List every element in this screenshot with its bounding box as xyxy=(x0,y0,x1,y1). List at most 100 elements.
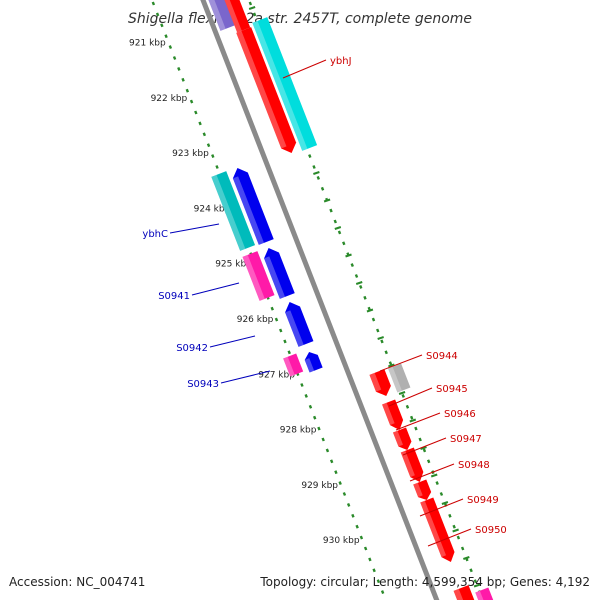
feature-cyan-ybhC-shade xyxy=(211,174,246,251)
gene-label-S0947: S0947 xyxy=(450,434,482,445)
scale-dot xyxy=(359,284,363,289)
feature-cyan-ybhJ-shade xyxy=(252,20,308,151)
gene-label-ybhC: ybhC xyxy=(142,229,168,240)
leader-S0947 xyxy=(402,437,447,456)
feature-blue-S0941-shade xyxy=(264,256,286,299)
feature-red-S0947 xyxy=(400,447,424,483)
scale-major-tick xyxy=(334,226,342,230)
feature-red-S0947-shade xyxy=(400,450,415,478)
scale-dot xyxy=(274,317,279,322)
gene-label-S0948: S0948 xyxy=(458,460,490,471)
feature-top-red-shade xyxy=(221,0,242,33)
feature-bottom-red-shade xyxy=(453,588,470,600)
backbone-line xyxy=(200,0,440,600)
tick-label: 922 kbp xyxy=(151,94,188,104)
scale-dot xyxy=(185,88,190,93)
gene-labels: ybhJ S0944 S0945 S0946 S0947 S0948 S0949 S0950 y… xyxy=(142,56,506,536)
tick-label: 930 kbp xyxy=(323,536,360,546)
scale-dot xyxy=(414,426,418,431)
tick-label: 921 kbp xyxy=(129,39,166,49)
scale-dot xyxy=(283,339,287,344)
scale-dot xyxy=(215,165,219,169)
gene-label-S0945: S0945 xyxy=(436,384,468,395)
scale-major-tick xyxy=(388,363,395,368)
feature-cyan-ybhJ-shape xyxy=(252,17,318,151)
tick-label: 923 kbp xyxy=(172,149,209,159)
feature-red-S0949-shape xyxy=(420,497,455,562)
scale-dot xyxy=(448,513,452,518)
feature-cyan-ybhJ xyxy=(252,17,318,151)
feature-pink-S0941-shade xyxy=(242,254,265,301)
feature-red-S0946-shade xyxy=(392,430,403,447)
scale-dot xyxy=(325,448,330,453)
scale-dot xyxy=(312,415,317,420)
scale-tick-labels: 921 kbp 922 kbp 923 kbp 924 kbp 925 kbp 926 k… xyxy=(129,39,360,547)
scale-dot xyxy=(456,535,461,540)
gene-label-S0950: S0950 xyxy=(475,525,507,536)
feature-pink-S0943-shade xyxy=(283,356,295,377)
scale-major-tick xyxy=(313,171,320,175)
scale-dot xyxy=(452,524,456,529)
scale-dot xyxy=(355,524,359,529)
tick-label: 929 kbp xyxy=(301,481,338,491)
scale-dot xyxy=(473,579,478,584)
leader-S0944 xyxy=(379,354,423,372)
feature-blue-ybhC-shade xyxy=(232,176,265,245)
scale-dot xyxy=(426,459,431,464)
leader-S0945 xyxy=(388,387,433,407)
feature-cyan-ybhC xyxy=(211,171,256,251)
scale-dot xyxy=(388,361,393,366)
feature-pink-S0941-shape xyxy=(242,251,275,301)
feature-blue-ybhC xyxy=(232,167,274,245)
feature-red-S0946 xyxy=(392,427,412,450)
scale-dot xyxy=(211,154,215,159)
accession-label: Accession: NC_004741 xyxy=(9,575,146,589)
scale-dot xyxy=(329,459,334,464)
scale-major-tick xyxy=(452,528,459,533)
scale-dot xyxy=(312,165,316,169)
leader-S0948 xyxy=(409,463,455,482)
scale-dot xyxy=(469,568,473,573)
tick-label: 928 kbp xyxy=(280,426,317,436)
gene-label-S0946: S0946 xyxy=(444,409,476,420)
feature-pink-S0943-shape xyxy=(283,353,304,377)
scale-dot xyxy=(380,590,385,595)
scale-dot xyxy=(172,56,177,60)
tick-label: 925 kbp xyxy=(215,260,252,270)
scale-dot xyxy=(189,99,194,104)
scale-major-tick xyxy=(323,198,331,203)
scale-dot xyxy=(321,437,325,442)
scale-dot xyxy=(329,208,333,213)
scale-major-tick xyxy=(366,308,374,313)
feature-red-S0944-shape xyxy=(369,369,391,397)
feature-bottom-red xyxy=(453,585,479,600)
feature-red-S0945-shape xyxy=(382,399,404,430)
feature-bottom-pink xyxy=(475,587,499,600)
scale-dot xyxy=(160,23,164,28)
feature-bottom-pink-shade xyxy=(475,590,490,600)
scale-dot xyxy=(333,219,337,224)
scale-dot xyxy=(342,492,347,496)
scale-major-tick xyxy=(430,473,438,478)
feature-red-S0944 xyxy=(369,369,391,397)
scale-dot xyxy=(151,1,156,6)
scale-dot xyxy=(334,470,338,475)
scale-dot xyxy=(460,546,465,551)
leader-S0943 xyxy=(220,370,271,384)
scale-dot xyxy=(198,121,202,126)
scale-dot xyxy=(346,502,351,507)
feature-top-red xyxy=(221,0,251,33)
map-title: Shigella flexneri 2a str. 2457T, complet… xyxy=(128,11,472,27)
feature-red-ybhJ xyxy=(236,27,297,154)
scale-dot xyxy=(337,230,342,235)
scale-dot xyxy=(350,263,354,268)
feature-red-S0947-shape xyxy=(400,447,424,483)
feature-red-S0948 xyxy=(413,479,432,501)
feature-red-S0944-shade xyxy=(369,372,382,392)
scale-dot xyxy=(363,295,367,300)
genome-backbone xyxy=(200,0,440,600)
scale-dot xyxy=(155,12,160,17)
feature-grey-S0944-shade xyxy=(388,366,402,393)
feature-bottom-red-shape xyxy=(453,585,479,600)
feature-top-misc-shape xyxy=(205,0,236,31)
